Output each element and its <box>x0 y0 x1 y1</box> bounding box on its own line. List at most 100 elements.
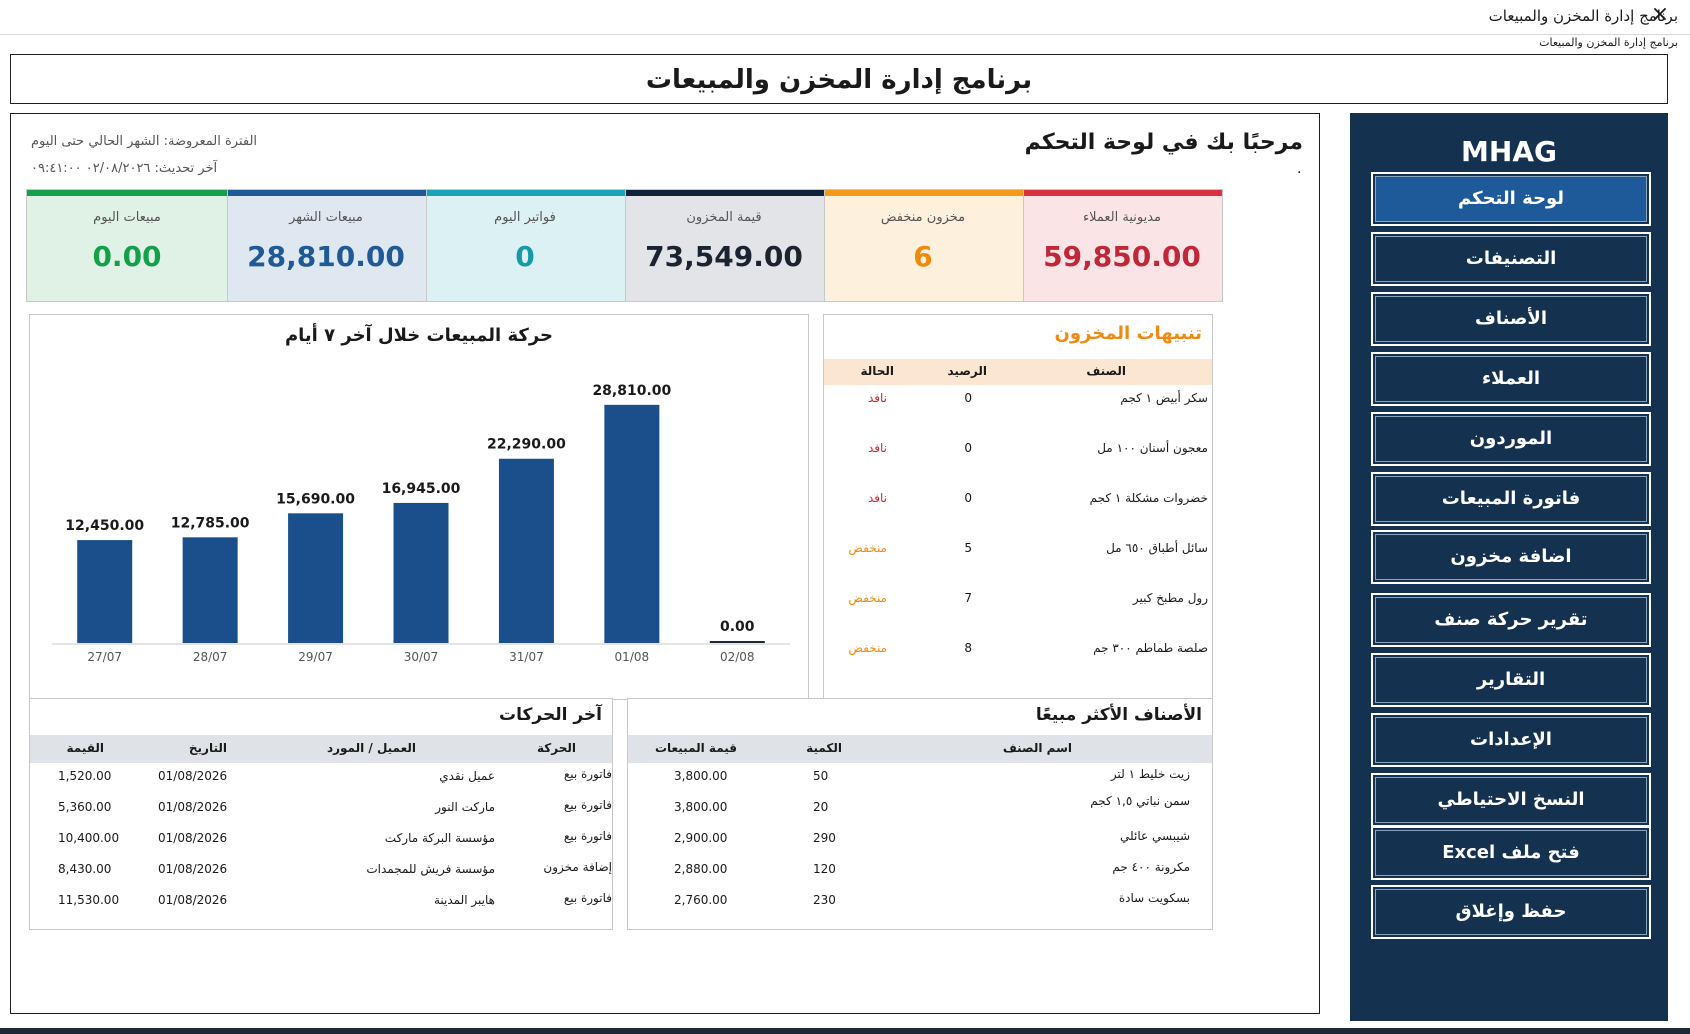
table-row: خضروات مشكلة ١ كجم 0 نافد <box>824 489 1212 513</box>
table-row: زيت خليط ١ لتر 50 3,800.00 <box>628 767 1212 791</box>
table-row: معجون أسنان ١٠٠ مل 0 نافد <box>824 439 1212 463</box>
chart-data-label-2: 15,690.00 <box>276 491 355 507</box>
recent-moves-header-row: الحركة العميل / المورد التاريخ القيمة <box>30 735 612 763</box>
kpi-label: مبيعات الشهر <box>289 210 363 225</box>
kpi-card-1: مخزون منخفض 6 <box>822 189 1024 302</box>
sidebar-item-4[interactable]: الموردون <box>1371 412 1651 466</box>
top-items-title: الأصناف الأكثر مبيعًا <box>1035 705 1202 725</box>
titlebar-divider <box>0 34 1690 35</box>
move-date: 01/08/2026 <box>158 893 228 907</box>
top-item-sales: 2,880.00 <box>674 862 728 876</box>
move-value: 8,430.00 <box>58 862 112 876</box>
move-type: فاتورة بيع <box>563 829 612 843</box>
sidebar-item-1[interactable]: التصنيفات <box>1371 232 1651 286</box>
chart-data-label-0: 12,450.00 <box>65 518 144 534</box>
sidebar-item-11[interactable]: فتح ملف Excel <box>1371 826 1651 880</box>
bottom-bar <box>0 1028 1690 1034</box>
dashboard-main: مرحبًا بك في لوحة التحكم ٠ الفترة المعرو… <box>10 113 1320 1014</box>
app-header-title: برنامج إدارة المخزن والمبيعات <box>645 65 1033 95</box>
table-row: رول مطبخ كبير 7 منخفض <box>824 589 1212 613</box>
recent-moves-title: آخر الحركات <box>499 705 602 725</box>
move-date: 01/08/2026 <box>158 800 228 814</box>
kpi-accent-bar <box>226 190 426 196</box>
chart-bar-4 <box>498 458 554 643</box>
sidebar: MHAG لوحة التحكم التصنيفات الأصناف العملاء ا… <box>1350 113 1668 1021</box>
app-logo: MHAG <box>1461 135 1557 168</box>
sidebar-item-8[interactable]: التقارير <box>1371 653 1651 707</box>
sidebar-item-9[interactable]: الإعدادات <box>1371 713 1651 767</box>
kpi-card-2: قيمة المخزون 73,549.00 <box>623 189 825 302</box>
sidebar-item-7[interactable]: تقرير حركة صنف <box>1371 593 1651 647</box>
chart-tick-label-6: 02/08 <box>720 650 755 664</box>
move-type: فاتورة بيع <box>563 767 612 781</box>
table-row: صلصة طماطم ٣٠٠ جم 8 منخفض <box>824 639 1212 663</box>
chart-tick-label-2: 29/07 <box>298 650 333 664</box>
move-date: 01/08/2026 <box>158 769 228 783</box>
alert-item: خضروات مشكلة ١ كجم <box>1089 491 1208 505</box>
col-item: الصنف <box>1086 364 1126 378</box>
top-item-name: بسكويت سادة <box>1118 891 1190 905</box>
top-item-name: زيت خليط ١ لتر <box>1110 767 1190 781</box>
alert-balance: 0 <box>964 491 972 505</box>
alert-status: نافد <box>867 491 887 505</box>
move-type: فاتورة بيع <box>563 798 612 812</box>
kpi-value: 0 <box>515 240 535 273</box>
stock-alerts-title: تنبيهات المخزون <box>1054 323 1202 344</box>
chart-tick-label-3: 30/07 <box>404 650 439 664</box>
table-row: إضافة مخزون مؤسسة فريش للمجمدات 01/08/2026… <box>30 860 612 884</box>
window-titlebar: برنامج إدارة المخزن والمبيعات × <box>0 0 1690 34</box>
close-icon[interactable]: × <box>1650 2 1670 27</box>
window-subtitle: برنامج إدارة المخزن والمبيعات <box>1539 36 1678 49</box>
move-party: مؤسسة فريش للمجمدات <box>366 862 495 876</box>
alert-balance: 8 <box>964 641 972 655</box>
alert-item: رول مطبخ كبير <box>1132 591 1208 605</box>
alert-item: صلصة طماطم ٣٠٠ جم <box>1093 641 1208 655</box>
sidebar-item-0[interactable]: لوحة التحكم <box>1371 172 1651 226</box>
kpi-card-0: مديونية العملاء 59,850.00 <box>1021 189 1223 302</box>
sidebar-item-12[interactable]: حفظ وإغلاق <box>1371 885 1651 939</box>
alert-item: سكر أبيض ١ كجم <box>1120 391 1208 405</box>
top-items-panel: الأصناف الأكثر مبيعًا اسم الصنف الكمية ق… <box>627 698 1213 930</box>
kpi-label: مخزون منخفض <box>880 210 966 225</box>
sidebar-item-6[interactable]: اضافة مخزون <box>1371 530 1651 584</box>
col-sales: قيمة المبيعات <box>654 741 737 755</box>
chart-tick-label-0: 27/07 <box>87 650 122 664</box>
table-row: فاتورة بيع مؤسسة البركة ماركت 01/08/2026 10… <box>30 829 612 853</box>
status-dot: ٠ <box>1295 164 1303 180</box>
kpi-value: 6 <box>913 240 933 273</box>
move-value: 1,520.00 <box>58 769 112 783</box>
table-row: فاتورة بيع هايبر المدينة 01/08/2026 11,530.… <box>30 891 612 915</box>
move-type: إضافة مخزون <box>543 860 612 874</box>
kpi-accent-bar <box>823 190 1023 196</box>
chart-tick-label-4: 31/07 <box>509 650 544 664</box>
sales-chart-panel: حركة المبيعات خلال آخر ٧ أيام 12,450.00 2… <box>29 314 809 700</box>
top-item-name: مكرونة ٤٠٠ جم <box>1112 860 1190 874</box>
kpi-card-3: فواتير اليوم 0 <box>424 189 626 302</box>
move-value: 10,400.00 <box>58 831 120 845</box>
alert-status: منخفض <box>848 641 887 655</box>
col-qty: الكمية <box>806 741 842 755</box>
alert-balance: 0 <box>964 441 972 455</box>
top-item-sales: 3,800.00 <box>674 800 728 814</box>
top-item-name: شيبسي عائلي <box>1120 829 1190 843</box>
recent-moves-panel: آخر الحركات الحركة العميل / المورد التار… <box>29 698 613 930</box>
top-item-qty: 120 <box>813 862 836 876</box>
move-party: هايبر المدينة <box>433 893 495 907</box>
chart-data-label-5: 28,810.00 <box>592 383 671 399</box>
sidebar-item-5[interactable]: فاتورة المبيعات <box>1371 472 1651 526</box>
sidebar-item-2[interactable]: الأصناف <box>1371 292 1651 346</box>
table-row: فاتورة بيع عميل نقدي 01/08/2026 1,520.00 <box>30 767 612 791</box>
move-date: 01/08/2026 <box>158 831 228 845</box>
alert-balance: 0 <box>964 391 972 405</box>
col-item-name: اسم الصنف <box>1002 741 1072 755</box>
move-party: عميل نقدي <box>439 769 495 783</box>
sidebar-item-10[interactable]: النسخ الاحتياطي <box>1371 773 1651 827</box>
kpi-accent-bar <box>425 190 625 196</box>
chart-tick-label-5: 01/08 <box>615 650 650 664</box>
table-row: سكر أبيض ١ كجم 0 نافد <box>824 389 1212 413</box>
sidebar-item-3[interactable]: العملاء <box>1371 352 1651 406</box>
kpi-card-4: مبيعات الشهر 28,810.00 <box>225 189 427 302</box>
kpi-value: 28,810.00 <box>247 240 405 273</box>
top-items-header-row: اسم الصنف الكمية قيمة المبيعات <box>628 735 1212 763</box>
top-item-sales: 2,900.00 <box>674 831 728 845</box>
